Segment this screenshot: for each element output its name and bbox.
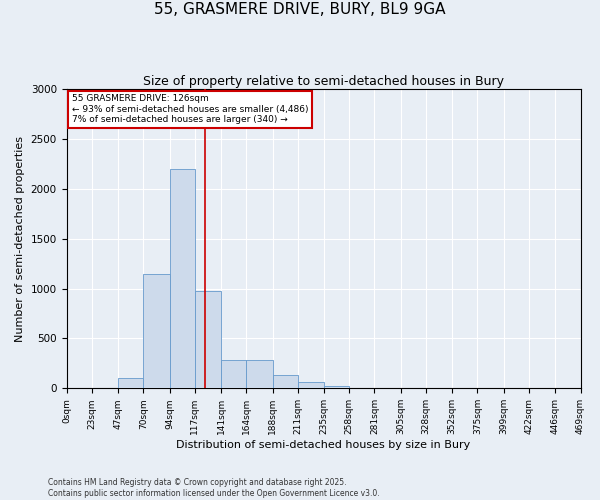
Y-axis label: Number of semi-detached properties: Number of semi-detached properties xyxy=(15,136,25,342)
Bar xyxy=(195,290,221,388)
Bar xyxy=(143,274,170,388)
Bar xyxy=(221,360,246,388)
Bar xyxy=(272,376,298,388)
Bar xyxy=(118,378,143,388)
Bar xyxy=(170,169,195,388)
Text: 55, GRASMERE DRIVE, BURY, BL9 9GA: 55, GRASMERE DRIVE, BURY, BL9 9GA xyxy=(154,2,446,18)
Bar xyxy=(324,386,349,388)
Text: Contains HM Land Registry data © Crown copyright and database right 2025.
Contai: Contains HM Land Registry data © Crown c… xyxy=(48,478,380,498)
X-axis label: Distribution of semi-detached houses by size in Bury: Distribution of semi-detached houses by … xyxy=(176,440,470,450)
Text: 55 GRASMERE DRIVE: 126sqm
← 93% of semi-detached houses are smaller (4,486)
7% o: 55 GRASMERE DRIVE: 126sqm ← 93% of semi-… xyxy=(72,94,308,124)
Bar xyxy=(246,360,272,388)
Bar xyxy=(298,382,324,388)
Title: Size of property relative to semi-detached houses in Bury: Size of property relative to semi-detach… xyxy=(143,75,504,88)
